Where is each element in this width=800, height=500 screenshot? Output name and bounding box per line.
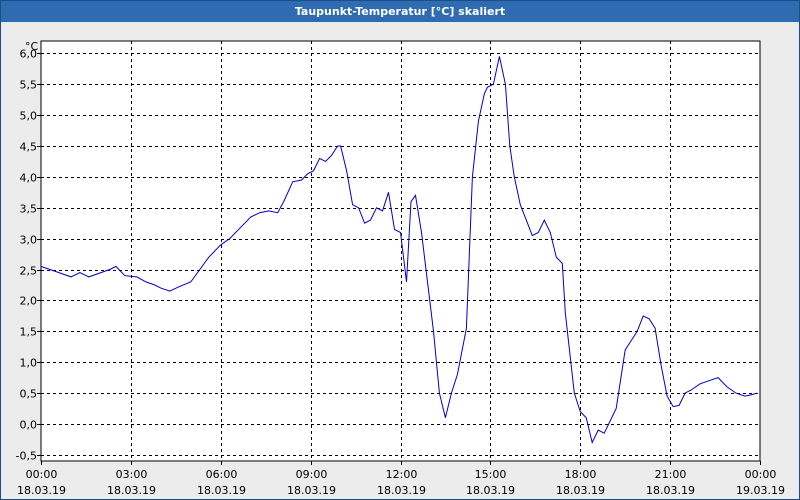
- y-tick-label: -0,5: [16, 450, 37, 463]
- x-tick-time-label: 12:00: [386, 468, 418, 481]
- grid-lines: [41, 41, 760, 461]
- y-axis-unit-label: °C: [25, 40, 39, 53]
- x-tick-date-label: 18.03.19: [466, 484, 515, 497]
- x-tick-time-label: 18:00: [565, 468, 597, 481]
- x-tick-time-label: 00:00: [26, 468, 58, 481]
- y-tick-label: 6,0: [20, 48, 38, 61]
- window-title: Taupunkt-Temperatur [°C] skaliert: [1, 1, 799, 22]
- x-tick-time-label: 09:00: [296, 468, 328, 481]
- x-axis-ticks: 00:00 18.03.19 03:00 18.03.19 06:00 18.03.19 0…: [17, 461, 785, 497]
- y-tick-label: 0,5: [20, 388, 38, 401]
- y-tick-label: 5,0: [20, 110, 38, 123]
- dewpoint-series-line: [40, 56, 758, 444]
- x-tick-date-label: 19.03.19: [736, 484, 785, 497]
- x-tick-time-label: 21:00: [655, 468, 687, 481]
- x-tick-date-label: 18.03.19: [197, 484, 246, 497]
- x-tick-date-label: 18.03.19: [377, 484, 426, 497]
- x-tick-time-label: 00:00: [745, 468, 777, 481]
- y-tick-label: 4,0: [20, 172, 38, 185]
- y-tick-label: 4,5: [20, 141, 38, 154]
- y-tick-label: 2,5: [20, 265, 38, 278]
- x-tick-date-label: 18.03.19: [17, 484, 66, 497]
- x-tick-time-label: 03:00: [116, 468, 148, 481]
- y-tick-label: 0,0: [20, 419, 38, 432]
- y-axis-ticks: 6,0 5,5 5,0 4,5 4,0 3,5 3,0 2,5 2,0 1,5 1,0 0,5 0,0 -…: [16, 48, 41, 463]
- x-tick-date-label: 18.03.19: [287, 484, 336, 497]
- x-tick-date-label: 18.03.19: [556, 484, 605, 497]
- y-tick-label: 3,0: [20, 234, 38, 247]
- x-tick-time-label: 06:00: [206, 468, 238, 481]
- x-tick-date-label: 18.03.19: [107, 484, 156, 497]
- x-tick-time-label: 15:00: [475, 468, 507, 481]
- y-tick-label: 5,5: [20, 79, 38, 92]
- y-tick-label: 3,5: [20, 203, 38, 216]
- y-tick-label: 2,0: [20, 295, 38, 308]
- plot-area: [40, 40, 761, 462]
- y-tick-label: 1,5: [20, 326, 38, 339]
- x-tick-date-label: 18.03.19: [646, 484, 695, 497]
- y-tick-label: 1,0: [20, 357, 38, 370]
